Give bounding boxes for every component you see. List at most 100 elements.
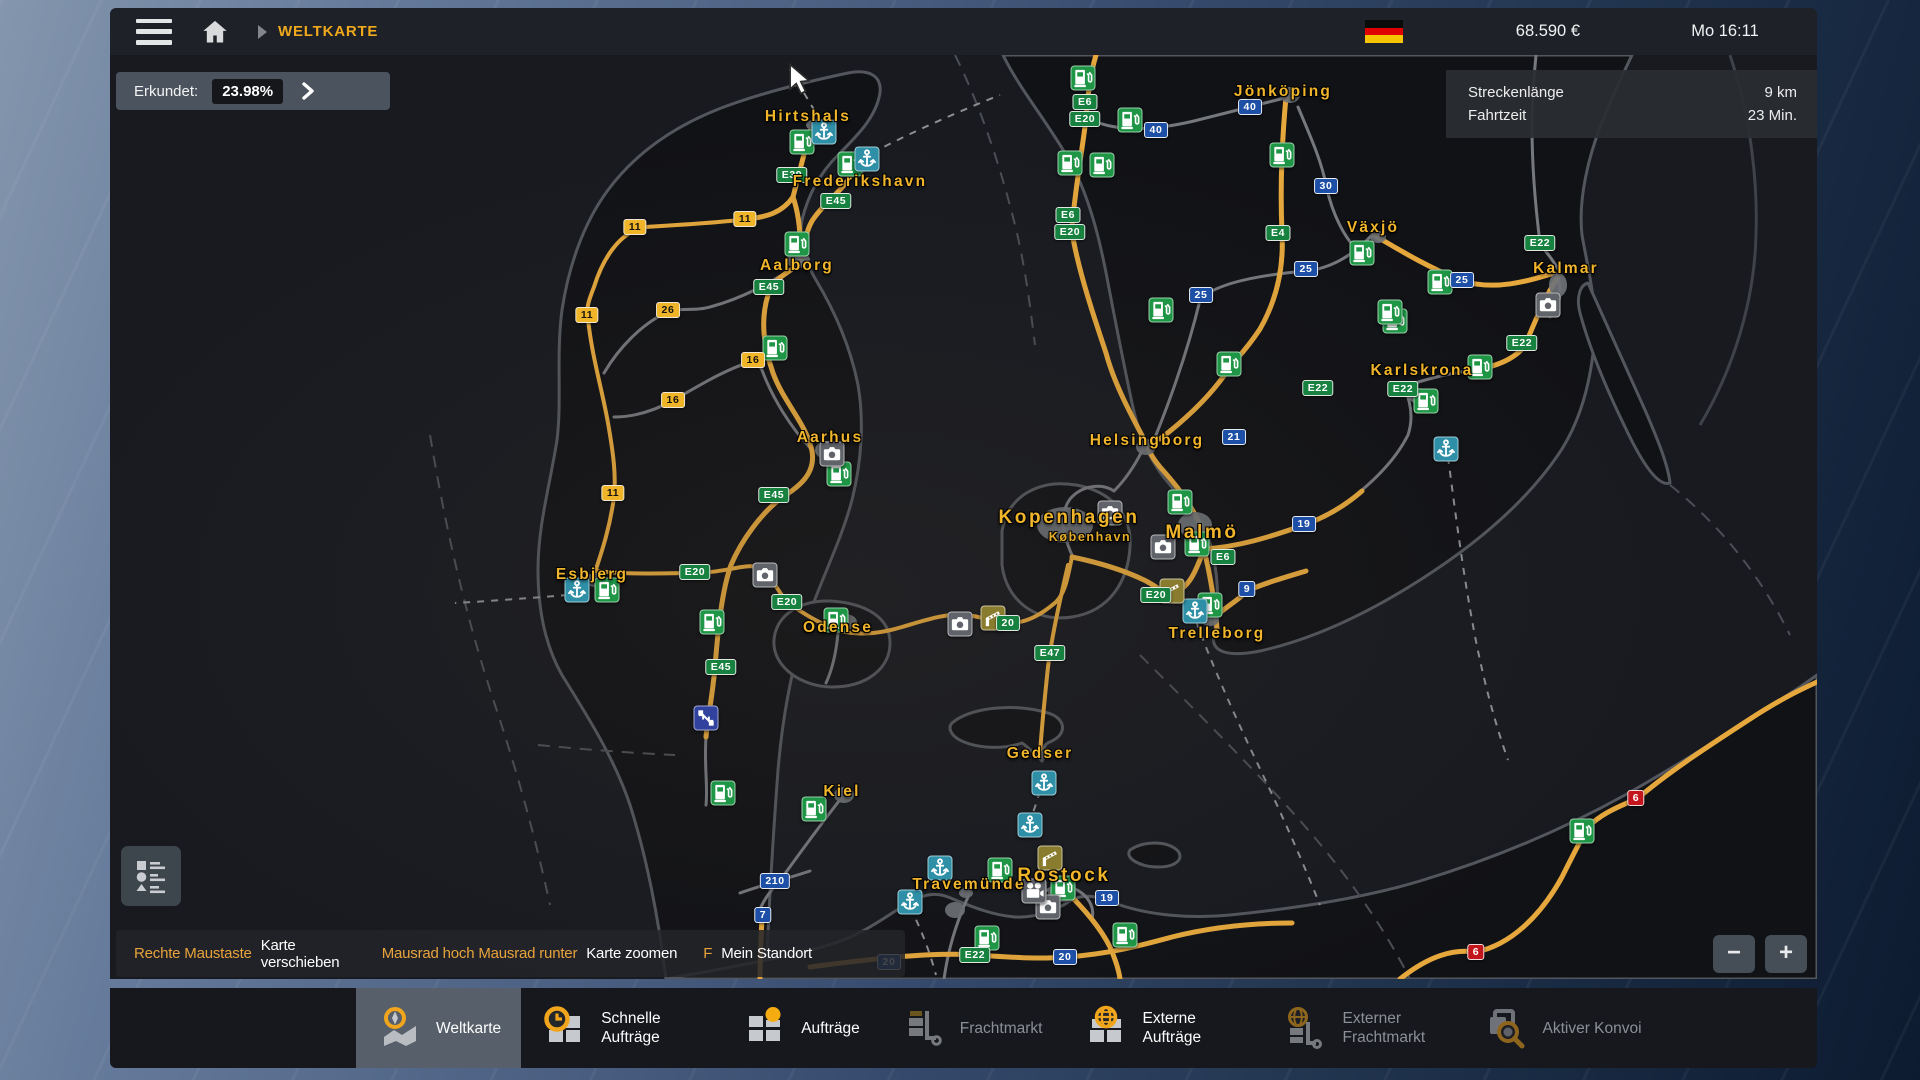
home-icon[interactable] <box>200 18 230 46</box>
city-label-travem-nde[interactable]: Travemünde <box>912 876 1026 893</box>
route-time-label: Fahrtzeit <box>1468 107 1527 124</box>
legend-icon <box>136 861 165 894</box>
ferry-port-icon <box>927 855 953 881</box>
money-balance: 68.590 € <box>1515 22 1580 40</box>
city-label-trelleborg[interactable]: Trelleborg <box>1168 625 1266 642</box>
game-time: Mo 16:11 <box>1691 22 1759 40</box>
road-shield-26: 26 <box>656 302 680 318</box>
map-hint-bar: Rechte Maustaste Karte verschieben Mausr… <box>116 930 905 977</box>
viewpoint-icon <box>947 611 973 637</box>
fuel-station-icon <box>1377 299 1403 325</box>
ferry-port-icon <box>1433 436 1459 462</box>
fuel-station-icon <box>1427 269 1453 295</box>
explored-value: 23.98% <box>212 78 284 104</box>
fuel-station-icon <box>1148 297 1174 323</box>
road-shield-210: 210 <box>759 873 791 889</box>
fuel-station-icon <box>1070 65 1096 91</box>
fuel-station-icon <box>1269 142 1295 168</box>
road-shield-25: 25 <box>1189 287 1213 303</box>
germany-flag-icon <box>1365 20 1403 44</box>
road-shield-e47: E47 <box>1034 645 1066 661</box>
city-label-kalmar[interactable]: Kalmar <box>1533 260 1599 277</box>
road-shield-e6: E6 <box>1210 549 1236 565</box>
road-shield-21: 21 <box>1222 429 1246 445</box>
hint-key: Rechte Maustaste <box>134 945 252 962</box>
movie-camera-icon <box>1021 878 1047 904</box>
nav-item-label: Schnelle Aufträge <box>601 1010 661 1046</box>
nav-item-auftraege[interactable]: Aufträge <box>721 988 880 1068</box>
mouse-cursor <box>788 62 814 100</box>
city-label-v-xj-[interactable]: Växjö <box>1346 219 1400 236</box>
explored-label: Erkundet: <box>134 82 199 100</box>
nav-item-label: Externe Aufträge <box>1142 1010 1202 1046</box>
fuel-station-icon <box>710 780 736 806</box>
road-shield-e20: E20 <box>1054 224 1086 240</box>
world-map[interactable]: E39 E45 E45 E45 E45 E20 E20 E20 E6 E47 E6 E20 E6 E20 E… <box>110 55 1817 979</box>
road-shield-e22: E22 <box>1302 380 1334 396</box>
viewpoint-icon <box>1150 534 1176 560</box>
road-shield-9: 9 <box>1238 581 1256 597</box>
road-shield-25: 25 <box>1450 272 1474 288</box>
fuel-station-icon <box>784 231 810 257</box>
fuel-station-icon <box>1569 818 1595 844</box>
city-label-kopenhagen[interactable]: Kopenhagen <box>998 507 1140 528</box>
nav-item-externer-frachtmarkt[interactable]: Externer Frachtmarkt <box>1262 988 1462 1068</box>
zoom-in-button[interactable]: + <box>1765 935 1807 973</box>
nav-item-aktiver-konvoi[interactable]: Aktiver Konvoi <box>1462 988 1661 1068</box>
map-legend-button[interactable] <box>121 846 181 906</box>
road-shield-11: 11 <box>575 307 599 323</box>
road-shield-16: 16 <box>661 392 685 408</box>
city-label-j-nk-ping[interactable]: Jönköping <box>1233 83 1333 100</box>
city-label-helsingborg[interactable]: Helsingborg <box>1089 432 1205 449</box>
weigh-station-icon <box>693 705 719 731</box>
route-distance-value: 9 km <box>1764 84 1797 101</box>
hint-key: F <box>703 945 713 962</box>
road-shield-e45: E45 <box>820 193 852 209</box>
ferry-port-icon <box>564 577 590 603</box>
fuel-station-icon <box>1184 531 1210 557</box>
road-shield-19: 19 <box>1292 516 1316 532</box>
city-label-malm-[interactable]: Malmö <box>1165 522 1239 543</box>
city-label-hirtshals[interactable]: Hirtshals <box>764 108 852 125</box>
nav-item-frachtmarkt[interactable]: Frachtmarkt <box>880 988 1063 1068</box>
fuel-station-icon <box>1216 351 1242 377</box>
hint-action: Mein Standort <box>721 945 812 962</box>
road-shield-e39: E39 <box>776 167 808 183</box>
fuel-station-icon <box>1467 354 1493 380</box>
nav-item-label: Aufträge <box>801 1019 860 1037</box>
city-label-esbjerg[interactable]: Esbjerg <box>555 566 629 583</box>
road-shield-20: 20 <box>996 615 1020 631</box>
zoom-out-button[interactable]: − <box>1713 935 1755 973</box>
city-label-rostock[interactable]: Rostock <box>1017 865 1111 886</box>
ferry-port-icon <box>811 119 837 145</box>
road-shield-e6: E6 <box>1072 94 1098 110</box>
city-label-odense[interactable]: Odense <box>802 619 874 636</box>
road-shield-e20: E20 <box>679 564 711 580</box>
fuel-station-icon <box>823 607 849 633</box>
fuel-station-icon <box>762 335 788 361</box>
city-label-gedser[interactable]: Gedser <box>1006 745 1074 762</box>
bottom-nav-items: Weltkarte Schnelle Aufträge Aufträge Fracht… <box>110 988 1817 1068</box>
city-label-aarhus[interactable]: Aarhus <box>796 429 864 446</box>
fuel-station-icon <box>1057 150 1083 176</box>
city-label-karlskrona[interactable]: Karlskrona <box>1370 362 1474 379</box>
viewpoint-icon <box>752 562 778 588</box>
fuel-station-icon <box>1089 152 1115 178</box>
hint-key: Mausrad hoch Mausrad runter <box>381 945 578 962</box>
explored-expand-button[interactable] <box>301 82 315 100</box>
nav-item-schnelle-auftraege[interactable]: Schnelle Aufträge <box>521 988 721 1068</box>
city-label-aalborg[interactable]: Aalborg <box>760 257 834 274</box>
road-shield-20: 20 <box>1053 949 1077 965</box>
city-label-k-benhavn[interactable]: København <box>1048 530 1132 544</box>
city-label-frederikshavn[interactable]: Frederikshavn <box>792 173 928 190</box>
menu-icon[interactable] <box>136 18 172 45</box>
nav-item-weltkarte[interactable]: Weltkarte <box>356 988 522 1068</box>
road-shield-e20: E20 <box>771 594 803 610</box>
fuel-station-icon <box>1112 922 1138 948</box>
breadcrumb[interactable]: WELTKARTE <box>278 23 379 40</box>
nav-item-externe-auftraege[interactable]: Externe Aufträge <box>1062 988 1262 1068</box>
city-label-kiel[interactable]: Kiel <box>823 783 861 800</box>
ferry-port-icon <box>1031 770 1057 796</box>
road-shield-e22: E22 <box>1524 235 1556 251</box>
road-shield-e4: E4 <box>1265 225 1291 241</box>
